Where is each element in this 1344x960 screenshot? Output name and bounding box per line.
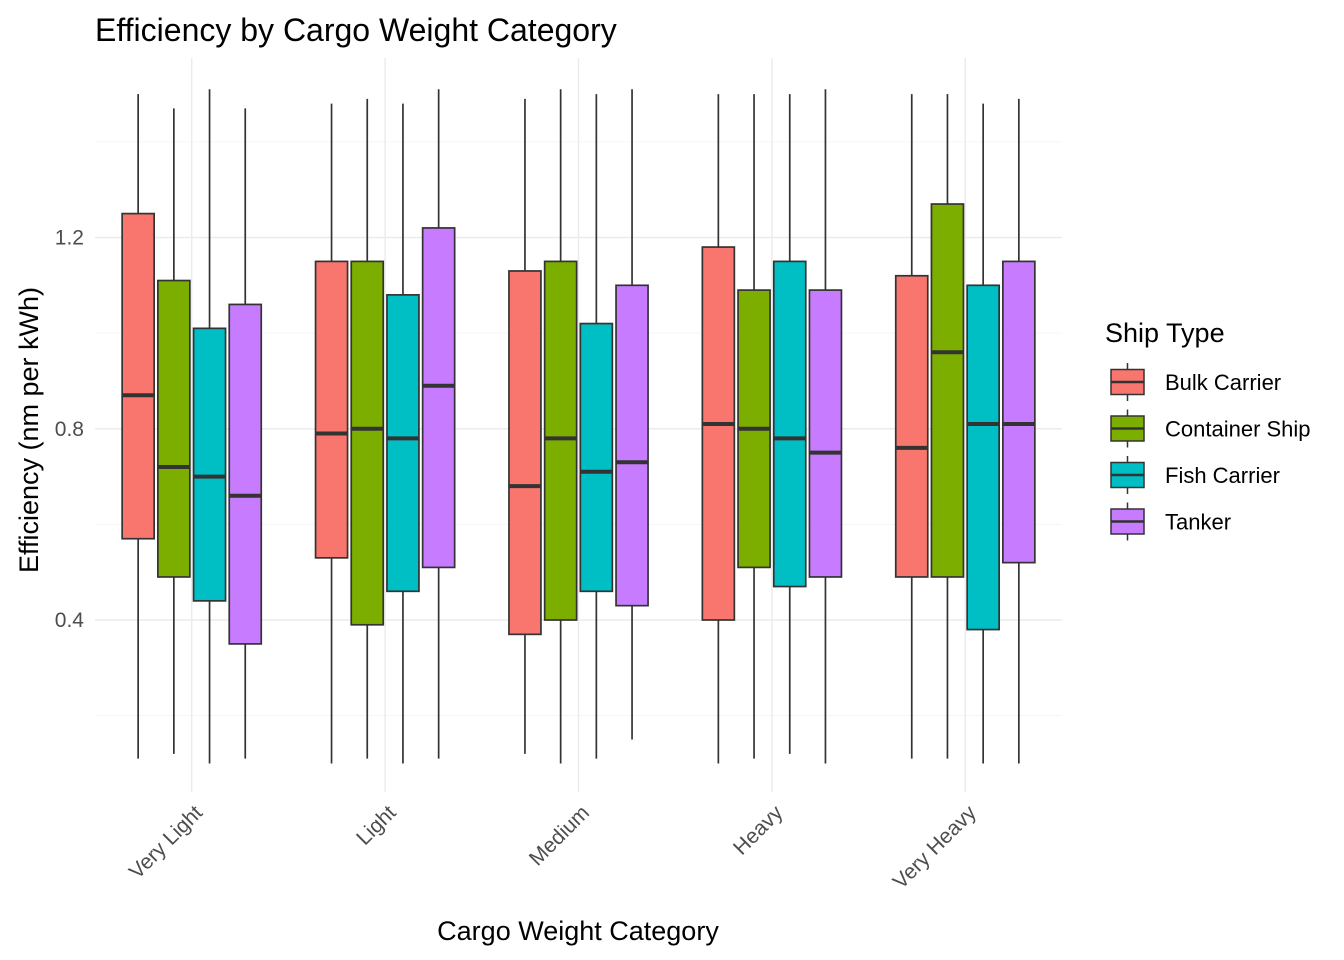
box-iqr [930, 203, 965, 578]
y-axis: 0.4 0.8 1.2 [55, 227, 85, 633]
x-tick-label: Medium [525, 801, 594, 870]
box-group [894, 94, 929, 759]
box-group [772, 94, 807, 754]
legend: Ship Type Bulk Carrier Container Ship Fish… [1105, 318, 1311, 541]
box-iqr [350, 260, 385, 626]
box-iqr [772, 260, 807, 588]
x-tick-label: Light [352, 801, 401, 850]
box-iqr [1001, 260, 1036, 564]
box-group [121, 94, 156, 759]
box-iqr [508, 270, 542, 636]
box-group [701, 94, 736, 764]
box-iqr [808, 289, 843, 578]
x-tick-label: Very Heavy [889, 801, 982, 894]
box-group [1001, 98, 1036, 764]
box-group [579, 94, 614, 759]
box-marks [121, 89, 1036, 764]
box-iqr [228, 303, 263, 645]
legend-item: Bulk Carrier [1110, 363, 1281, 401]
box-iqr [615, 284, 649, 607]
x-axis: Very Light Light Medium Heavy Very Heavy [125, 801, 981, 894]
box-iqr [314, 260, 349, 559]
box-iqr [579, 322, 614, 593]
box-group [314, 103, 349, 764]
box-iqr [121, 212, 156, 540]
box-group [808, 89, 843, 764]
box-group [543, 89, 578, 764]
box-iqr [543, 260, 578, 621]
box-iqr [701, 246, 736, 621]
y-axis-title: Efficiency (nm per kWh) [14, 287, 44, 573]
legend-label: Fish Carrier [1165, 463, 1280, 488]
legend-label: Container Ship [1165, 417, 1311, 442]
box-group [615, 89, 649, 740]
box-iqr [386, 294, 420, 593]
box-group [350, 98, 385, 759]
chart-title: Efficiency by Cargo Weight Category [95, 12, 617, 48]
y-tick-label: 0.4 [55, 609, 85, 632]
legend-item: Container Ship [1110, 409, 1311, 448]
legend-item: Fish Carrier [1110, 456, 1280, 494]
box-group [966, 103, 1001, 764]
box-group [737, 94, 771, 759]
box-group [421, 89, 456, 759]
box-iqr [894, 274, 929, 578]
box-group [192, 89, 227, 764]
y-tick-label: 1.2 [55, 227, 84, 250]
legend-label: Tanker [1165, 510, 1231, 535]
box-group [228, 108, 263, 759]
legend-label: Bulk Carrier [1165, 370, 1281, 395]
legend-title: Ship Type [1105, 318, 1225, 348]
box-iqr [192, 327, 227, 602]
x-axis-title: Cargo Weight Category [437, 916, 719, 946]
box-iqr [157, 279, 191, 578]
box-group [157, 108, 191, 754]
x-tick-label: Very Light [125, 801, 207, 883]
box-group [508, 98, 542, 754]
box-iqr [966, 284, 1001, 631]
x-tick-label: Heavy [729, 801, 788, 860]
legend-item: Tanker [1110, 502, 1231, 541]
box-group [930, 94, 965, 759]
box-iqr [421, 227, 456, 569]
y-tick-label: 0.8 [55, 418, 84, 441]
box-group [386, 103, 420, 764]
